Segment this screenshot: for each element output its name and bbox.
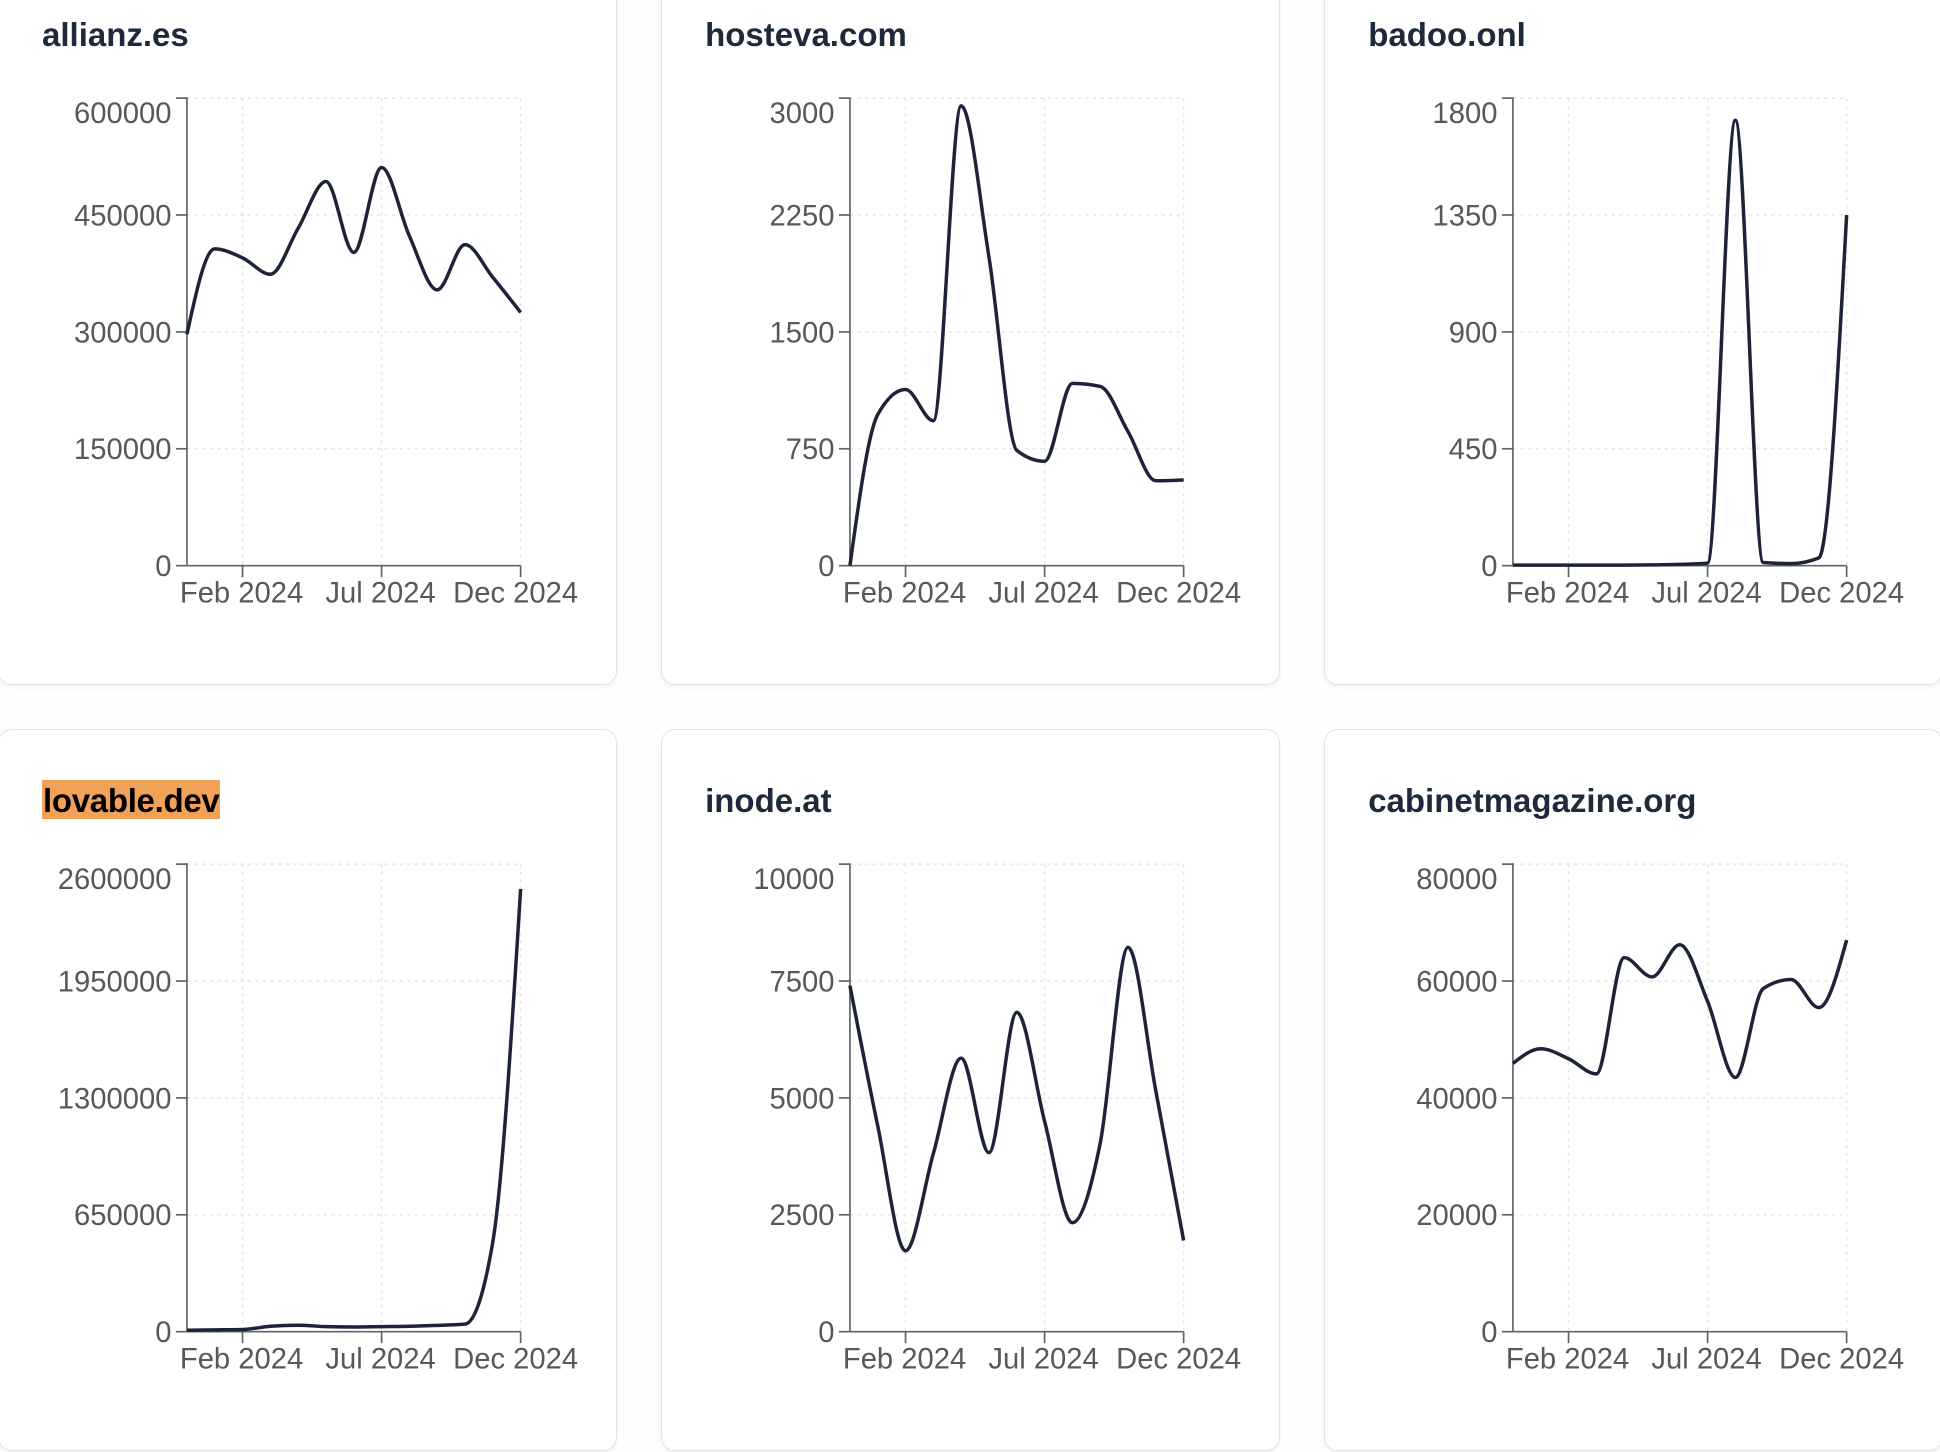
svg-text:Feb 2024: Feb 2024 xyxy=(1506,1343,1629,1375)
svg-text:0: 0 xyxy=(1481,551,1497,583)
svg-text:Jul 2024: Jul 2024 xyxy=(325,578,435,610)
svg-text:Jul 2024: Jul 2024 xyxy=(989,578,1099,610)
svg-text:3000: 3000 xyxy=(770,98,835,130)
svg-text:1300000: 1300000 xyxy=(58,1083,172,1115)
svg-text:1500: 1500 xyxy=(770,317,835,349)
svg-text:20000: 20000 xyxy=(1416,1200,1497,1232)
svg-text:2600000: 2600000 xyxy=(58,864,172,896)
svg-text:10000: 10000 xyxy=(753,864,834,896)
svg-text:0: 0 xyxy=(155,551,171,583)
svg-text:60000: 60000 xyxy=(1416,966,1497,998)
svg-text:Dec 2024: Dec 2024 xyxy=(1779,578,1904,610)
svg-text:Feb 2024: Feb 2024 xyxy=(1506,578,1629,610)
svg-text:450: 450 xyxy=(1449,434,1498,466)
svg-text:1800: 1800 xyxy=(1433,98,1498,130)
svg-text:Feb 2024: Feb 2024 xyxy=(843,578,966,610)
svg-text:Feb 2024: Feb 2024 xyxy=(180,578,303,610)
svg-text:Jul 2024: Jul 2024 xyxy=(989,1343,1099,1375)
svg-text:Dec 2024: Dec 2024 xyxy=(1779,1343,1904,1375)
svg-text:Dec 2024: Dec 2024 xyxy=(453,578,578,610)
svg-text:Dec 2024: Dec 2024 xyxy=(453,1343,578,1375)
svg-text:600000: 600000 xyxy=(74,98,171,130)
svg-text:5000: 5000 xyxy=(770,1083,835,1115)
svg-text:40000: 40000 xyxy=(1416,1083,1497,1115)
svg-text:Dec 2024: Dec 2024 xyxy=(1116,1343,1241,1375)
svg-text:2500: 2500 xyxy=(770,1200,835,1232)
svg-text:450000: 450000 xyxy=(74,201,171,233)
svg-text:Jul 2024: Jul 2024 xyxy=(325,1343,435,1375)
svg-text:7500: 7500 xyxy=(770,966,835,998)
svg-text:0: 0 xyxy=(818,551,834,583)
svg-text:2250: 2250 xyxy=(770,201,835,233)
svg-text:0: 0 xyxy=(1481,1317,1497,1349)
svg-text:1350: 1350 xyxy=(1433,201,1498,233)
svg-text:0: 0 xyxy=(818,1317,834,1349)
svg-text:Jul 2024: Jul 2024 xyxy=(1652,1343,1762,1375)
svg-text:0: 0 xyxy=(155,1317,171,1349)
svg-text:Feb 2024: Feb 2024 xyxy=(180,1343,303,1375)
svg-text:Jul 2024: Jul 2024 xyxy=(1652,578,1762,610)
svg-text:300000: 300000 xyxy=(74,317,171,349)
svg-text:Dec 2024: Dec 2024 xyxy=(1116,578,1241,610)
svg-text:150000: 150000 xyxy=(74,434,171,466)
svg-text:1950000: 1950000 xyxy=(58,966,172,998)
svg-text:750: 750 xyxy=(786,434,835,466)
svg-text:Feb 2024: Feb 2024 xyxy=(843,1343,966,1375)
svg-text:80000: 80000 xyxy=(1416,864,1497,896)
svg-text:650000: 650000 xyxy=(74,1200,171,1232)
svg-text:900: 900 xyxy=(1449,317,1498,349)
